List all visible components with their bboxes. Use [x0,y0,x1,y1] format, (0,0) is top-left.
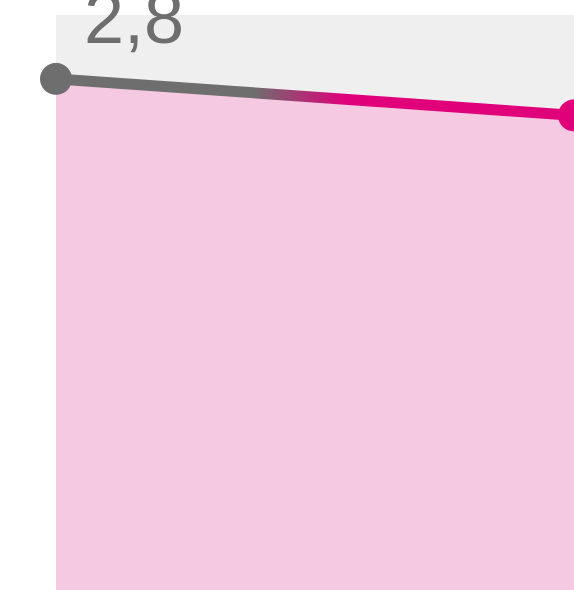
data-point-1[interactable] [40,62,72,95]
data-point-2[interactable] [558,99,574,132]
area-fill [56,78,574,590]
chart-marks [40,62,574,590]
data-label-point-1: 2,8 [84,0,184,59]
series-line [50,73,574,121]
